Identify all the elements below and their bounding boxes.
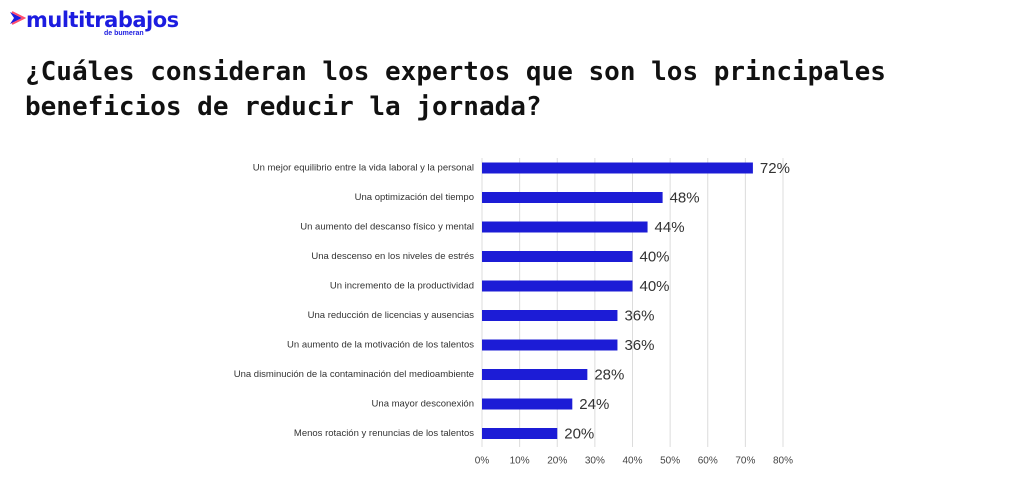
- y-tick-label: Una descenso en los niveles de estrés: [311, 251, 474, 262]
- logo: multitrabajos de bumeran: [8, 8, 179, 37]
- y-tick-label: Un mejor equilibrio entre la vida labora…: [253, 163, 474, 174]
- y-tick-label: Una mayor desconexión: [372, 399, 474, 410]
- bar: [482, 428, 558, 439]
- logo-icon: [10, 11, 26, 25]
- bar: [482, 339, 618, 351]
- logo-sub: de bumeran: [104, 30, 144, 37]
- x-tick-label: 40%: [622, 456, 642, 467]
- data-label: 44%: [655, 219, 685, 236]
- data-label: 36%: [624, 307, 654, 324]
- x-tick-label: 10%: [510, 456, 530, 467]
- bar: [482, 162, 753, 174]
- bar: [482, 221, 648, 233]
- bar: [482, 192, 663, 203]
- data-label: 72%: [760, 160, 790, 177]
- x-tick-label: 50%: [660, 456, 680, 467]
- logo-name: multitrabajos: [26, 8, 179, 32]
- chart-title: ¿Cuáles consideran los expertos que son …: [25, 57, 886, 122]
- bar: [482, 398, 573, 410]
- y-tick-label: Un incremento de la productividad: [330, 281, 474, 292]
- bar: [482, 280, 633, 292]
- x-tick-label: 80%: [773, 456, 793, 467]
- data-label: 48%: [670, 189, 700, 206]
- y-tick-label: Una optimización del tiempo: [355, 192, 474, 203]
- y-tick-label: Menos rotación y renuncias de los talent…: [294, 428, 474, 439]
- data-label: 24%: [579, 396, 609, 413]
- data-label: 20%: [564, 425, 594, 442]
- x-tick-label: 0%: [475, 456, 490, 467]
- data-label: 40%: [640, 278, 670, 295]
- y-tick-label: Un aumento del descanso físico y mental: [300, 222, 474, 233]
- y-tick-label: Una reducción de licencias y ausencias: [308, 310, 475, 321]
- x-tick-label: 20%: [547, 456, 567, 467]
- bar: [482, 251, 633, 262]
- x-tick-label: 60%: [698, 456, 718, 467]
- data-label: 40%: [640, 248, 670, 265]
- data-label: 36%: [624, 337, 654, 354]
- bar: [482, 369, 588, 380]
- data-label: 28%: [594, 366, 624, 383]
- y-tick-label: Una disminución de la contaminación del …: [234, 369, 474, 380]
- x-tick-label: 30%: [585, 456, 605, 467]
- x-tick-label: 70%: [735, 456, 755, 467]
- y-tick-label: Un aumento de la motivación de los talen…: [287, 340, 474, 351]
- bar: [482, 310, 618, 321]
